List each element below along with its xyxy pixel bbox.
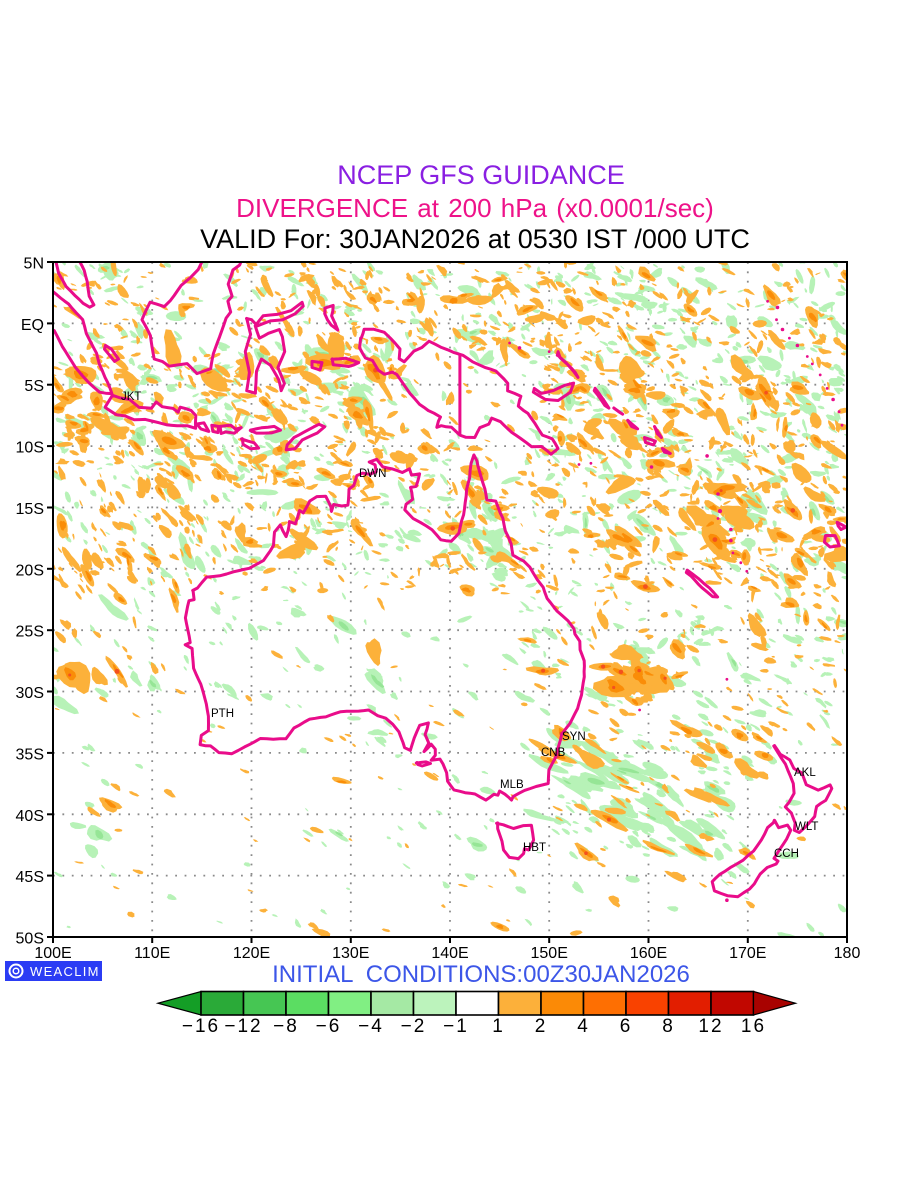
svg-text:35S: 35S xyxy=(16,746,44,763)
svg-text:130E: 130E xyxy=(332,945,369,962)
svg-text:40S: 40S xyxy=(16,808,44,825)
svg-text:VALID For: 30JAN2026 at 0530 I: VALID For: 30JAN2026 at 0530 IST /000 UT… xyxy=(200,224,750,254)
svg-text:HBT: HBT xyxy=(523,842,546,854)
svg-text:PTH: PTH xyxy=(211,708,234,720)
svg-text:180: 180 xyxy=(834,945,861,962)
svg-text:WLT: WLT xyxy=(795,821,818,833)
svg-text:2: 2 xyxy=(535,1016,548,1037)
svg-text:DIVERGENCE at 200 hPa (x0.0001: DIVERGENCE at 200 hPa (x0.0001/sec) xyxy=(236,193,714,223)
svg-text:4: 4 xyxy=(577,1016,590,1037)
svg-text:−8: −8 xyxy=(273,1016,299,1037)
svg-text:CNB: CNB xyxy=(541,747,566,759)
svg-text:45S: 45S xyxy=(16,869,44,886)
svg-text:WEACLIM: WEACLIM xyxy=(30,964,100,979)
svg-text:5S: 5S xyxy=(24,378,44,395)
svg-text:20S: 20S xyxy=(16,562,44,579)
svg-text:MLB: MLB xyxy=(500,779,524,791)
svg-text:DWN: DWN xyxy=(359,468,386,480)
svg-text:NCEP GFS GUIDANCE: NCEP GFS GUIDANCE xyxy=(337,160,625,190)
svg-text:15S: 15S xyxy=(16,501,44,518)
svg-text:SYN: SYN xyxy=(562,731,586,743)
svg-text:100E: 100E xyxy=(34,945,71,962)
svg-text:140E: 140E xyxy=(431,945,468,962)
svg-text:10S: 10S xyxy=(16,440,44,457)
svg-text:1: 1 xyxy=(492,1016,505,1037)
svg-text:−2: −2 xyxy=(401,1016,427,1037)
svg-text:120E: 120E xyxy=(233,945,270,962)
svg-text:170E: 170E xyxy=(729,945,766,962)
svg-text:25S: 25S xyxy=(16,624,44,641)
svg-text:JKT: JKT xyxy=(121,391,141,403)
svg-text:−1: −1 xyxy=(443,1016,469,1037)
svg-text:EQ: EQ xyxy=(21,317,44,334)
svg-text:30S: 30S xyxy=(16,685,44,702)
svg-text:8: 8 xyxy=(662,1016,675,1037)
svg-text:160E: 160E xyxy=(630,945,667,962)
svg-text:150E: 150E xyxy=(531,945,568,962)
svg-text:−6: −6 xyxy=(316,1016,342,1037)
svg-text:−16: −16 xyxy=(182,1016,220,1037)
svg-text:5N: 5N xyxy=(24,256,44,273)
svg-text:6: 6 xyxy=(620,1016,633,1037)
svg-text:110E: 110E xyxy=(134,945,170,962)
svg-text:16: 16 xyxy=(741,1016,766,1037)
svg-text:−12: −12 xyxy=(224,1016,262,1037)
svg-text:50S: 50S xyxy=(16,931,44,948)
svg-text:INITIAL CONDITIONS:00Z30JAN202: INITIAL CONDITIONS:00Z30JAN2026 xyxy=(272,961,690,988)
svg-text:CCH: CCH xyxy=(774,848,799,860)
svg-text:AKL: AKL xyxy=(794,767,816,779)
svg-text:−4: −4 xyxy=(358,1016,384,1037)
svg-text:12: 12 xyxy=(698,1016,723,1037)
